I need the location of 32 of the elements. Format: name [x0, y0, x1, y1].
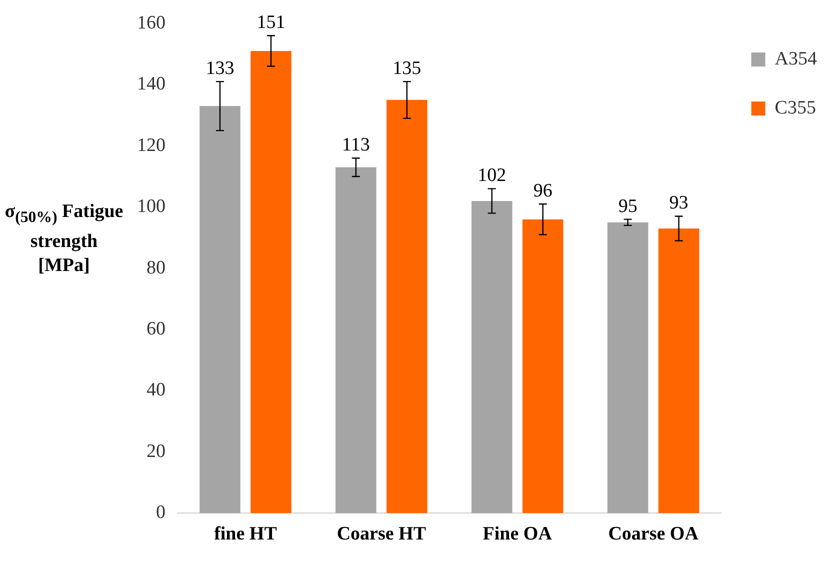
legend-label: C355 — [774, 97, 816, 118]
x-tick-label: Coarse OA — [608, 524, 699, 545]
y-axis-title: σ$_{(50%)}$ Fatigue strength [MPa] — [4, 200, 124, 278]
bar — [250, 50, 292, 514]
bar — [658, 228, 700, 514]
data-label: 95 — [618, 196, 638, 217]
y-tick-label: 0 — [156, 502, 166, 524]
data-label: 151 — [256, 12, 286, 34]
data-label: 135 — [392, 58, 422, 80]
data-label: 93 — [669, 192, 688, 214]
y-tick-label: 60 — [146, 318, 166, 340]
x-tick-label: Fine OA — [482, 524, 552, 545]
bar — [471, 200, 512, 514]
y-tick-label: 120 — [137, 134, 166, 156]
bar — [336, 167, 376, 514]
data-label: 113 — [342, 134, 370, 156]
y-tick-label: 160 — [137, 12, 166, 34]
data-label: 96 — [533, 180, 552, 202]
y-tick-label: 20 — [146, 440, 166, 462]
bar — [607, 222, 648, 514]
data-label: 102 — [478, 165, 506, 186]
y-tick-label: 140 — [137, 74, 166, 95]
data-label: 133 — [206, 58, 234, 80]
x-tick-label: Coarse HT — [336, 524, 426, 545]
bar — [200, 106, 240, 514]
x-tick-label: fine HT — [214, 524, 278, 545]
legend-label: A354 — [774, 48, 818, 70]
y-tick-label: 40 — [146, 380, 166, 401]
y-tick-label: 80 — [146, 257, 166, 278]
bar — [386, 100, 428, 514]
bar — [522, 219, 564, 514]
y-tick-label: 100 — [137, 196, 166, 218]
